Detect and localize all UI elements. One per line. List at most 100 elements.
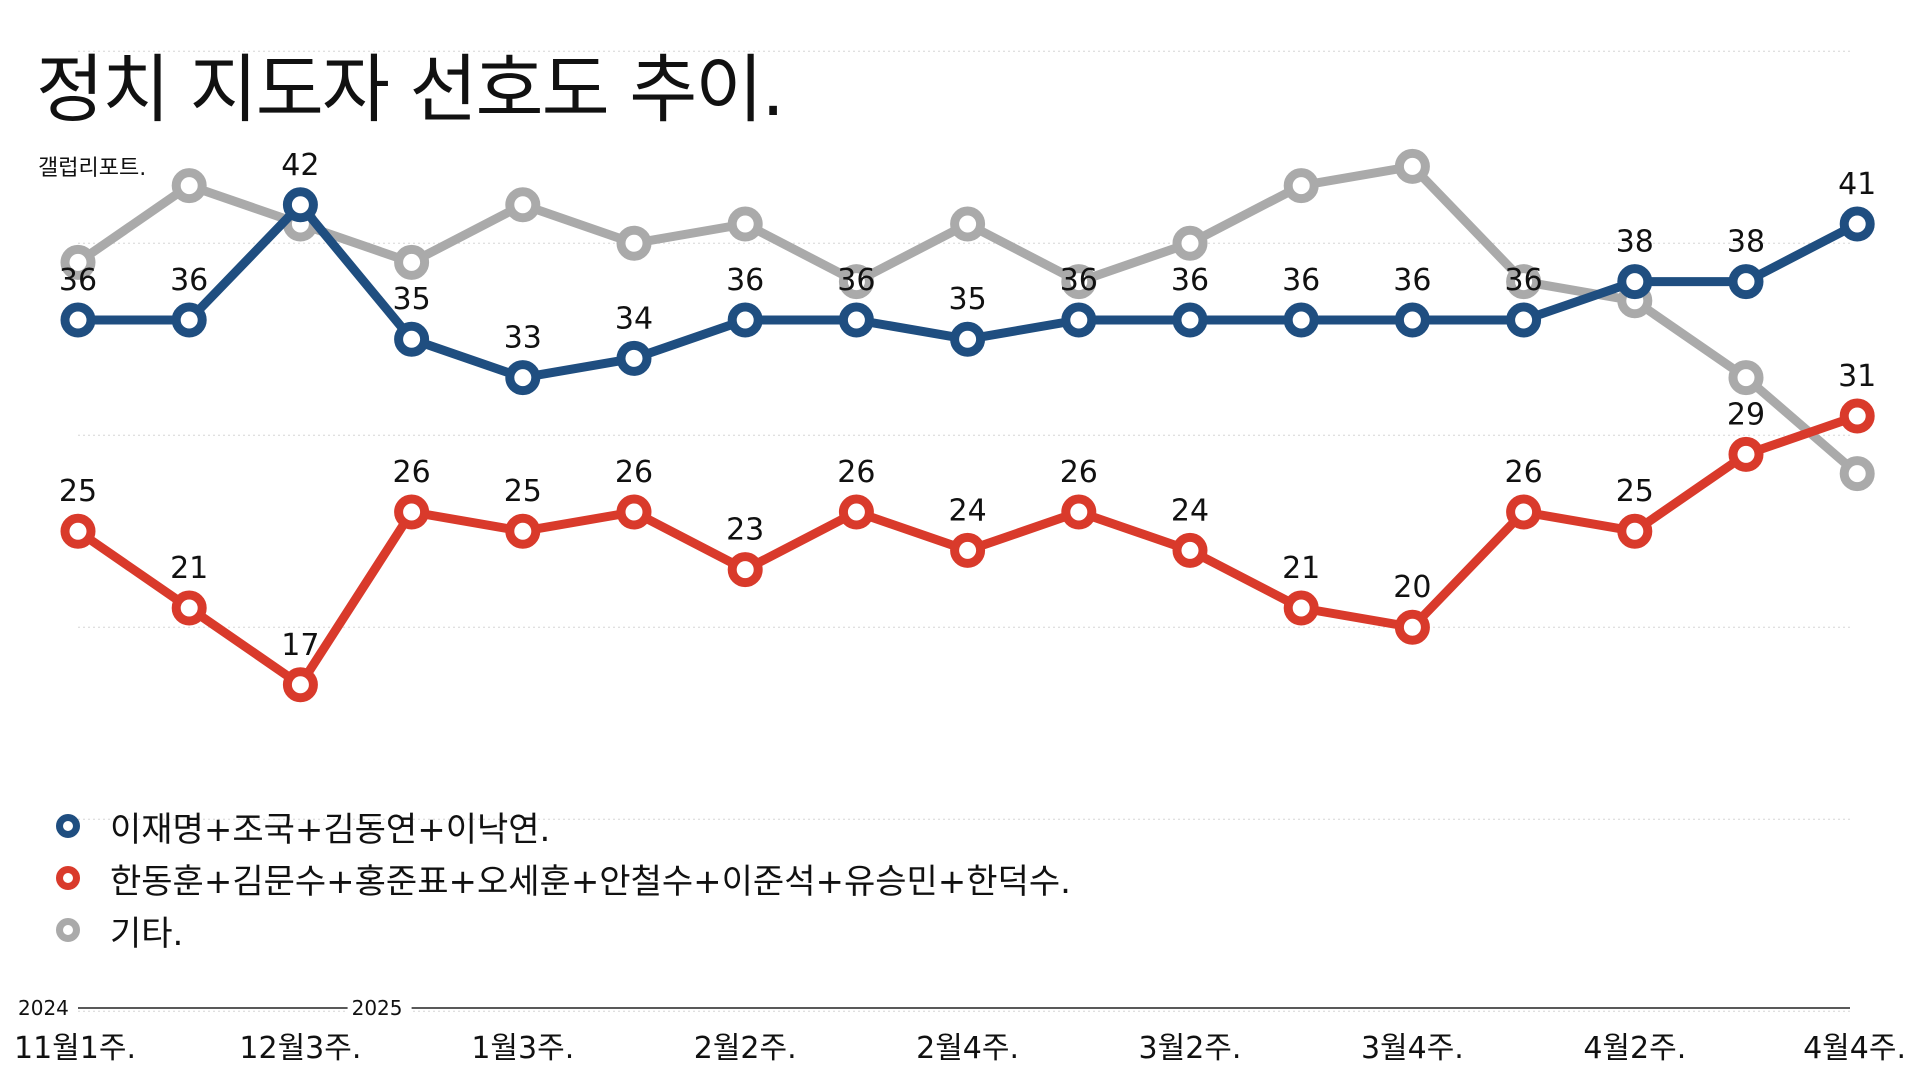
data-label: 35 (949, 282, 987, 317)
data-point (394, 494, 430, 530)
legend-marker-series-2 (56, 866, 80, 890)
year-label-bg (14, 996, 78, 1020)
legend-label: 한동훈+김문수+홍준표+오세훈+안철수+이준석+유승민+한덕수. (110, 861, 1071, 902)
data-label: 23 (726, 513, 764, 548)
data-label: 20 (1393, 570, 1431, 605)
data-point (950, 532, 986, 568)
data-point (282, 187, 318, 223)
data-point (1839, 398, 1875, 434)
data-point (1394, 302, 1430, 338)
year-label: 2024 (18, 996, 69, 1020)
data-point (171, 302, 207, 338)
x-tick-label: 2월4주. (916, 1031, 1019, 1066)
data-label: 38 (1727, 225, 1765, 260)
data-point (1839, 456, 1875, 492)
data-label: 36 (170, 263, 208, 298)
data-point (1172, 532, 1208, 568)
data-point (60, 302, 96, 338)
x-tick-label: 3월4주. (1361, 1031, 1464, 1066)
data-label: 38 (1616, 225, 1654, 260)
data-point (171, 590, 207, 626)
x-tick-label: 2월2주. (694, 1031, 797, 1066)
data-label: 26 (1060, 455, 1098, 490)
data-point (727, 552, 763, 588)
data-point (727, 206, 763, 242)
data-point (1728, 360, 1764, 396)
data-label: 29 (1727, 397, 1765, 432)
source-label: 갤럽리포트. (38, 156, 147, 181)
data-point (394, 321, 430, 357)
data-point (1283, 302, 1319, 338)
data-label: 42 (281, 148, 319, 183)
data-label: 36 (837, 263, 875, 298)
year-label: 2025 (352, 996, 403, 1020)
data-label: 31 (1838, 359, 1876, 394)
data-label: 17 (281, 628, 319, 663)
data-point (1617, 513, 1653, 549)
data-point (1172, 225, 1208, 261)
legend-item-series-3[interactable]: 기타. (56, 904, 1071, 956)
data-label: 26 (837, 455, 875, 490)
data-point (838, 264, 874, 300)
data-point (505, 187, 541, 223)
data-point (60, 244, 96, 280)
year-label-bg (347, 996, 412, 1020)
legend-item-series-1[interactable]: 이재명+조국+김동연+이낙연. (56, 800, 1071, 852)
data-label: 35 (393, 282, 431, 317)
data-label: 24 (949, 493, 987, 528)
data-label: 26 (393, 455, 431, 490)
data-label: 25 (504, 474, 542, 509)
data-point (1506, 264, 1542, 300)
data-label: 41 (1838, 167, 1876, 202)
data-point (1061, 264, 1097, 300)
data-point (838, 302, 874, 338)
data-label: 24 (1171, 493, 1209, 528)
data-point (1061, 302, 1097, 338)
data-label: 36 (1282, 263, 1320, 298)
data-point (950, 321, 986, 357)
data-label: 26 (615, 455, 653, 490)
data-label: 33 (504, 321, 542, 356)
data-point (1061, 494, 1097, 530)
data-point (950, 206, 986, 242)
data-label: 36 (1171, 263, 1209, 298)
data-point (394, 244, 430, 280)
page-title: 정치 지도자 선호도 추이. (36, 47, 785, 133)
legend-label: 기타. (110, 913, 184, 954)
legend-marker-series-1 (56, 814, 80, 838)
data-label: 26 (1505, 455, 1543, 490)
data-point (616, 494, 652, 530)
x-tick-label: 1월3주. (471, 1031, 574, 1066)
data-point (727, 302, 763, 338)
legend-marker-series-3 (56, 918, 80, 942)
data-point (1506, 494, 1542, 530)
data-point (1728, 264, 1764, 300)
data-label: 21 (1282, 551, 1320, 586)
data-point (1506, 302, 1542, 338)
data-point (171, 168, 207, 204)
data-label: 36 (726, 263, 764, 298)
data-point (1283, 590, 1319, 626)
x-tick-label: 4월4주. (1803, 1031, 1906, 1066)
x-tick-label: 4월2주. (1583, 1031, 1686, 1066)
data-point (838, 494, 874, 530)
legend-item-series-2[interactable]: 한동훈+김문수+홍준표+오세훈+안철수+이준석+유승민+한덕수. (56, 852, 1071, 904)
data-point (282, 667, 318, 703)
data-point (60, 513, 96, 549)
x-tick-label: 11월1주. (14, 1031, 136, 1066)
data-point (616, 225, 652, 261)
legend: 이재명+조국+김동연+이낙연. 한동훈+김문수+홍준표+오세훈+안철수+이준석+… (56, 800, 1071, 956)
x-tick-label: 12월3주. (239, 1031, 361, 1066)
data-point (616, 340, 652, 376)
data-label: 36 (1060, 263, 1098, 298)
data-point (1394, 148, 1430, 184)
x-tick-label: 3월2주. (1139, 1031, 1242, 1066)
data-label: 36 (59, 263, 97, 298)
data-label: 36 (1393, 263, 1431, 298)
data-point (505, 513, 541, 549)
data-label: 34 (615, 301, 653, 336)
data-point (1283, 168, 1319, 204)
data-point (1728, 436, 1764, 472)
data-point (505, 360, 541, 396)
